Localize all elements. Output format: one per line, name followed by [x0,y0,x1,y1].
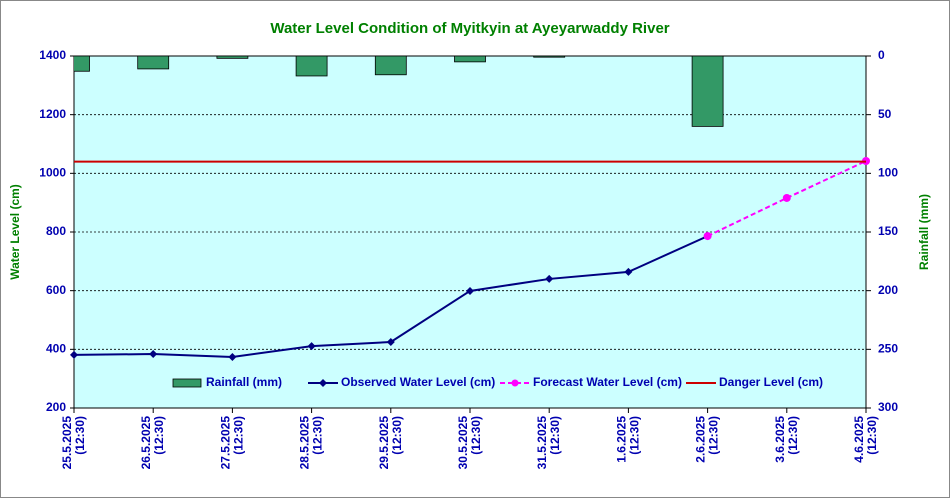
y2-tick-label: 0 [878,48,885,62]
legend-marker [319,379,327,387]
x-tick-label-line: (12:30) [628,416,642,455]
x-tick-label-line: 2.6.2025 [694,416,708,463]
bar [216,56,249,59]
y2-tick-label: 50 [878,107,892,121]
marker [545,274,554,283]
marker [70,350,78,359]
x-tick-label: 31.5.2025(12:30) [535,416,562,470]
marker [782,193,791,202]
marker [386,338,395,346]
x-tick-label: 27.5.2025(12:30) [219,416,246,470]
x-tick-label-line: (12:30) [469,416,483,455]
legend-label: Forecast Water Level (cm) [533,375,682,389]
legend-label: Rainfall (mm) [206,375,282,389]
x-tick-label-line: 1.6.2025 [615,416,629,463]
bar [374,56,407,76]
x-tick-label: 28.5.2025(12:30) [298,416,325,470]
x-tick-label: 25.5.2025(12:30) [60,416,87,470]
x-tick-label-line: 4.6.2025 [852,416,866,463]
x-tick-label: 26.5.2025(12:30) [139,416,166,470]
y-axis-label: Water Level (cm) [8,184,22,280]
x-tick-label-line: 27.5.2025 [219,416,233,470]
x-tick-label-line: 31.5.2025 [535,416,549,470]
bar [74,56,90,72]
x-tick-label-line: (12:30) [865,416,879,455]
y-tick-label: 600 [46,283,66,297]
x-tick-label-line: 29.5.2025 [377,416,391,470]
legend-label: Danger Level (cm) [719,375,823,389]
y-tick-label: 200 [46,400,66,414]
y2-axis-label: Rainfall (mm) [917,194,931,270]
marker [149,350,158,359]
bar [454,56,486,63]
bar [691,56,724,127]
x-tick-label-line: 3.6.2025 [773,416,787,463]
legend-marker [511,379,519,387]
line [707,160,867,238]
x-tick-label: 2.6.2025(12:30) [694,416,721,463]
legend-swatch [172,378,202,388]
x-tick-label-line: (12:30) [152,416,166,455]
bar [533,56,566,58]
y2-tick-label: 300 [878,400,898,414]
x-tick-label: 4.6.2025(12:30) [852,416,879,463]
x-tick-label-line: (12:30) [548,416,562,455]
y-tick-label: 400 [46,342,66,356]
y2-tick-label: 250 [878,342,898,356]
marker [624,267,633,276]
x-tick-label-line: 30.5.2025 [456,416,470,470]
x-tick-label: 1.6.2025(12:30) [615,416,642,463]
y-tick-label: 1000 [39,166,66,180]
y-tick-label: 800 [46,224,66,238]
x-tick-label-line: (12:30) [786,416,800,455]
x-tick-label-line: (12:30) [390,416,404,455]
y-tick-label: 1400 [39,48,66,62]
x-tick-label-line: (12:30) [311,416,325,455]
marker [307,342,316,351]
x-tick-label-line: (12:30) [73,416,87,455]
legend-label: Observed Water Level (cm) [341,375,495,389]
x-tick-label: 3.6.2025(12:30) [773,416,800,463]
y-tick-label: 1200 [39,107,66,121]
x-tick-label-line: (12:30) [232,416,246,455]
x-tick-label: 30.5.2025(12:30) [456,416,483,470]
marker [228,352,237,361]
y2-tick-label: 100 [878,166,898,180]
marker [703,232,712,241]
x-tick-label-line: 26.5.2025 [139,416,153,470]
x-tick-label-line: 28.5.2025 [298,416,312,470]
marker [466,286,474,295]
x-tick-label: 29.5.2025(12:30) [377,416,404,470]
bar [295,56,328,77]
y2-tick-label: 200 [878,283,898,297]
y2-tick-label: 150 [878,224,898,238]
chart-title: Water Level Condition of Myitkyin at Aye… [270,20,669,37]
x-tick-label-line: (12:30) [707,416,721,455]
x-tick-label-line: 25.5.2025 [60,416,74,470]
bar [137,56,170,70]
